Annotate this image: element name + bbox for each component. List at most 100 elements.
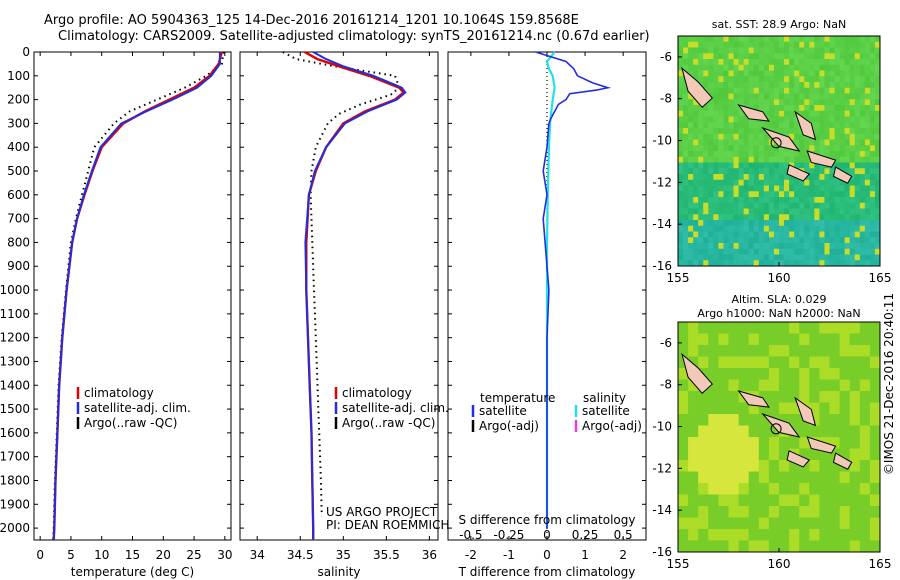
heatmap-cell [824,197,830,204]
heatmap-cell [819,76,825,83]
map-x-tick-label: 160 [768,271,791,285]
heatmap-cell [738,425,750,438]
heatmap-cell [859,76,866,83]
heatmap-cell [874,47,881,54]
heatmap-cell [834,59,840,66]
heatmap-cell [834,47,840,54]
heatmap-cell [794,128,800,135]
heatmap-cell [794,151,800,158]
heatmap-cell [763,151,770,158]
heatmap-cell [753,36,760,43]
heatmap-cell [758,529,770,541]
heatmap-cell [784,70,790,77]
heatmap-cell [708,237,714,244]
heatmap-cell [824,179,830,186]
heatmap-cell [844,191,851,198]
heatmap-cell [804,64,810,71]
heatmap-cell [824,110,830,117]
plot-frame [239,51,439,541]
heatmap-cell [733,185,739,192]
heatmap-cell [839,105,846,112]
heatmap-cell [718,59,724,66]
heatmap-cell [779,448,790,461]
heatmap-cell [824,47,830,54]
heatmap-cell [728,87,734,94]
heatmap-cell [678,105,684,112]
x-tick-label: 34 [250,548,265,562]
heatmap-cell [874,76,881,83]
x-axis-label: T difference from climatology [458,565,636,579]
heatmap-cell [743,225,750,232]
heatmap-cell [859,448,871,461]
heatmap-cell [688,214,694,221]
heatmap-cell [874,191,881,198]
heatmap-cell [688,110,694,117]
heatmap-cell [758,99,765,106]
heatmap-cell [743,76,750,83]
y-tick-label: 1900 [0,497,30,511]
heatmap-cell [819,414,830,426]
heatmap-cell [748,156,755,163]
heatmap-cell [824,254,830,261]
heatmap-cell [738,231,745,238]
heatmap-cell [703,248,709,255]
heatmap-cell [773,156,780,163]
heatmap-cell [819,391,830,403]
heatmap-cell [869,168,876,175]
heatmap-cell [799,494,810,507]
heatmap-cell [723,254,729,261]
heatmap-cell [693,208,699,215]
heatmap-cell [713,133,719,140]
heatmap-cell [768,59,775,66]
heatmap-cell [819,214,825,221]
heatmap-cell [733,36,739,43]
heatmap-cell [688,506,699,518]
heatmap-cell [713,185,719,192]
heatmap-cell [763,237,770,244]
heatmap-cell [748,59,755,66]
legend-header: salinity [583,391,626,405]
heatmap-cell [748,179,755,186]
heatmap-cell [819,506,830,518]
heatmap-cell [809,402,820,415]
map-x-tick-label: 155 [667,271,690,285]
heatmap-cell [688,122,694,129]
heatmap-cell [784,231,790,238]
heatmap-cell [814,214,820,221]
heatmap-cell [728,540,739,553]
heatmap-cell [743,139,750,146]
heatmap-cell [824,208,830,215]
heatmap-cell [799,53,805,60]
heatmap-cell [779,379,790,392]
island-shape [737,104,770,122]
heatmap-cell [859,529,871,541]
heatmap-cell [703,82,709,89]
heatmap-cell [834,237,840,244]
heatmap-cell [814,174,820,181]
heatmap-cell [733,47,739,54]
heatmap-cell [678,540,689,553]
heatmap-cell [768,145,775,152]
heatmap-cell [723,225,729,232]
heatmap-cell [678,87,684,94]
heatmap-cell [698,53,704,60]
heatmap-cell [713,174,719,181]
heatmap-cell [849,64,856,71]
heatmap-cell [859,145,866,152]
heatmap-cell [748,379,760,392]
heatmap-cell [844,128,851,135]
heatmap-cell [849,133,856,140]
heatmap-cell [819,53,825,60]
heatmap-cell [799,345,810,357]
heatmap-cell [768,185,775,192]
heatmap-cell [768,36,775,43]
heatmap-cell [713,70,719,77]
heatmap-cell [859,93,866,100]
heatmap-cell [773,185,780,192]
heatmap-cell [738,151,745,158]
heatmap-cell [799,425,810,438]
heatmap-cell [809,225,815,232]
heatmap-cell [789,208,795,215]
heatmap-cell [768,179,775,186]
heatmap-cell [849,345,861,357]
